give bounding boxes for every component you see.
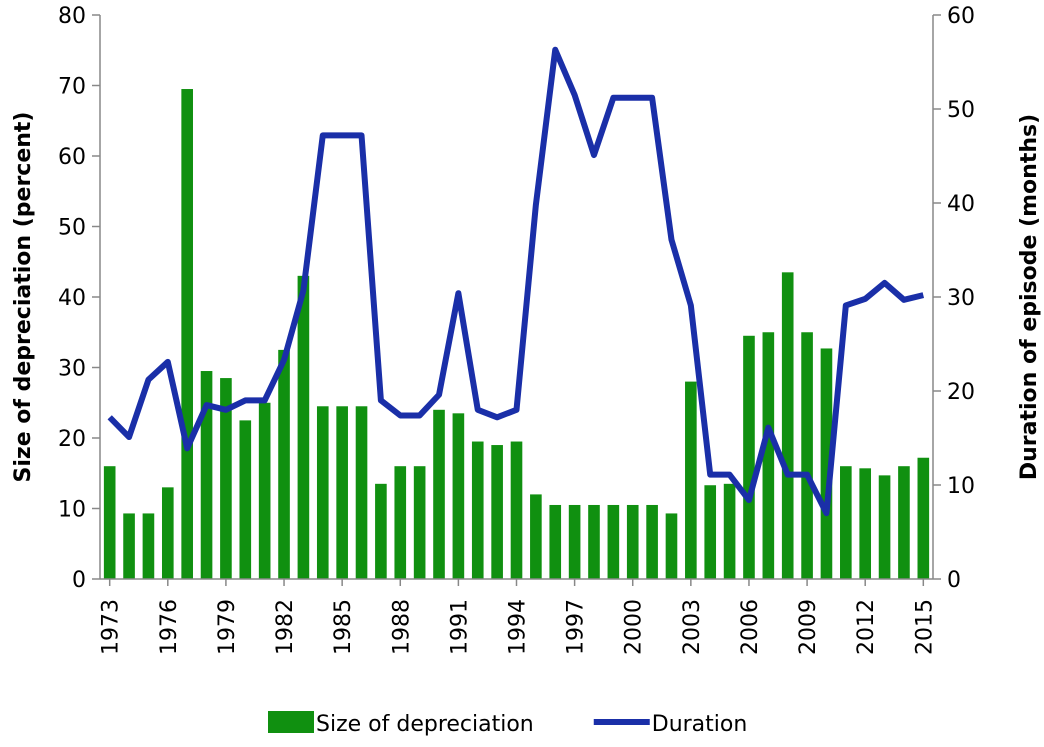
bar [878, 475, 891, 579]
bar [239, 420, 252, 579]
y-tick-label: 30 [58, 357, 86, 382]
legend-swatch [268, 711, 314, 733]
bar [336, 406, 348, 579]
bar [549, 504, 562, 579]
x-tick-label: 2009 [796, 599, 821, 655]
bar [762, 332, 775, 579]
y2-axis-title: Duration of episode (months) [1017, 114, 1042, 480]
bar [685, 381, 697, 579]
line [107, 46, 925, 517]
bar [355, 406, 368, 579]
x-tick-label: 1976 [157, 599, 182, 655]
y-tick-label: 40 [58, 286, 86, 311]
bar [530, 494, 542, 579]
bar [471, 441, 484, 579]
y-tick-label: 60 [58, 145, 86, 170]
legend-label: Duration [652, 712, 748, 737]
bar [375, 483, 387, 579]
bar [607, 504, 620, 579]
y2-tick-label: 0 [947, 568, 961, 593]
bar [103, 466, 116, 579]
bar [142, 513, 155, 579]
bar [510, 441, 523, 579]
bar [898, 466, 910, 579]
bar [452, 413, 465, 579]
bar [917, 457, 930, 579]
bar [413, 466, 426, 579]
bar [316, 406, 329, 579]
bar [646, 504, 658, 579]
y-tick-label: 50 [58, 216, 86, 241]
x-tick-label: 1985 [331, 599, 356, 655]
bar [278, 349, 290, 579]
y2-tick-label: 10 [947, 474, 975, 499]
bar [433, 409, 445, 579]
x-tick-label: 1997 [564, 599, 589, 655]
x-tick-label: 1979 [215, 599, 240, 655]
bar [840, 466, 852, 579]
x-tick-label: 2012 [854, 599, 879, 655]
bar [704, 485, 717, 579]
y-axis-title: Size of depreciation (percent) [11, 112, 36, 483]
x-tick-label: 2003 [680, 599, 705, 655]
bar [220, 378, 232, 579]
y2-tick-label: 30 [947, 286, 975, 311]
y-tick-label: 20 [58, 427, 86, 452]
y-tick-label: 70 [58, 75, 86, 100]
x-tick-label: 2000 [622, 599, 647, 655]
x-tick-label: 1973 [99, 599, 124, 655]
bar [161, 487, 174, 579]
x-tick-label: 1988 [389, 599, 414, 655]
bar [820, 348, 833, 579]
bar [568, 504, 581, 579]
bar [781, 272, 794, 579]
bar [491, 445, 503, 579]
bar [801, 332, 813, 579]
y2-tick-label: 60 [947, 4, 975, 29]
legend-label: Size of depreciation [316, 712, 534, 737]
y2-tick-label: 20 [947, 380, 975, 405]
bar [258, 402, 271, 579]
y2-tick-label: 50 [947, 98, 975, 123]
bar [181, 89, 193, 580]
bar [297, 275, 310, 579]
bar [665, 513, 678, 579]
bar [743, 335, 755, 579]
bar [626, 504, 639, 579]
x-tick-label: 1994 [506, 599, 531, 655]
x-tick-label: 1982 [273, 599, 298, 655]
bar [588, 504, 600, 579]
y-tick-label: 80 [58, 4, 86, 29]
bar [723, 483, 736, 579]
x-tick-label: 1991 [447, 599, 472, 655]
y-tick-label: 10 [58, 498, 86, 523]
bar [859, 468, 872, 579]
x-tick-label: 2006 [738, 599, 763, 655]
y-tick-label: 0 [72, 568, 86, 593]
x-tick-label: 2015 [912, 599, 937, 655]
y2-tick-label: 40 [947, 192, 975, 217]
bar [123, 513, 135, 579]
bar [394, 466, 407, 579]
bar [200, 371, 213, 579]
